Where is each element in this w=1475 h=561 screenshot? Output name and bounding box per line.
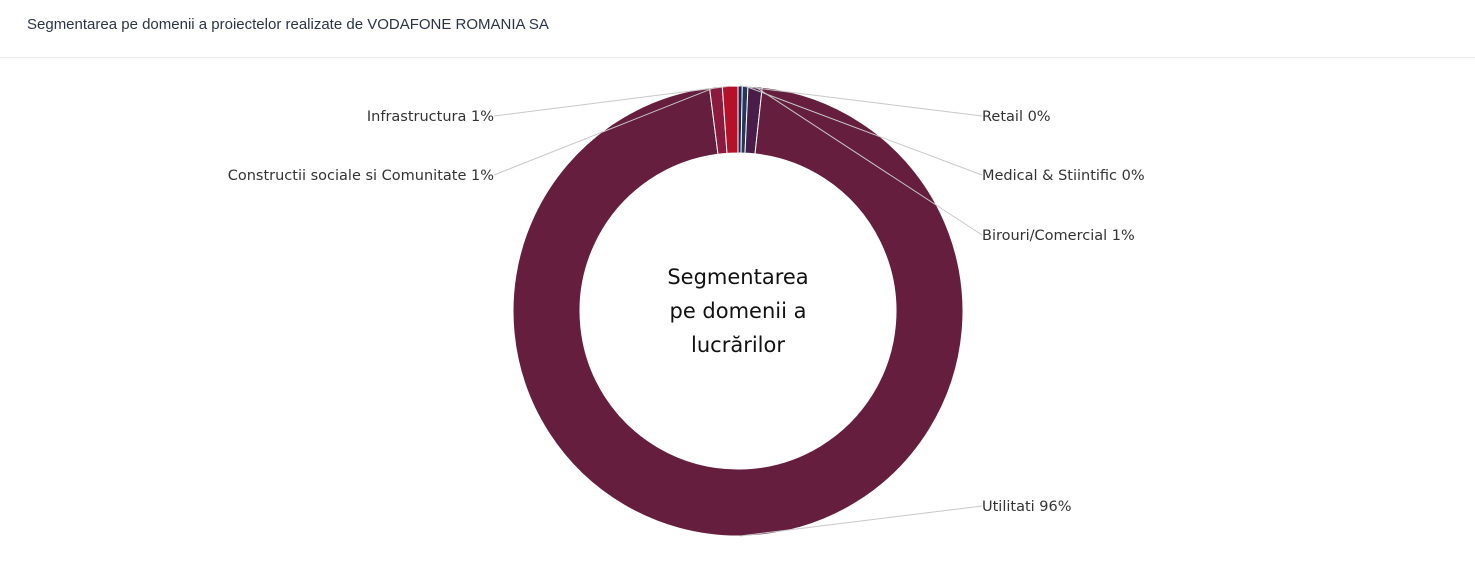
chart-title: Segmentarea pe domenii a proiectelor rea… [27, 16, 549, 33]
slice-label: Infrastructura 1% [367, 109, 494, 125]
slice-labels: Retail 0% Medical & Stiintific 0% Birouri/… [228, 109, 1145, 515]
center-text-line: pe domenii a [669, 299, 806, 323]
slice-utilitati[interactable] [512, 86, 964, 537]
center-text-line: lucrărilor [691, 333, 785, 357]
center-text-line: Segmentarea [667, 265, 808, 289]
leader-line [493, 85, 731, 117]
slice-label: Constructii sociale si Comunitate 1% [228, 168, 494, 184]
leader-line [740, 85, 983, 117]
leader-line [740, 505, 983, 537]
slice-label: Medical & Stiintific 0% [982, 168, 1145, 184]
leader-line [754, 86, 983, 236]
donut-chart: Retail 0% Medical & Stiintific 0% Birouri/… [228, 85, 1145, 537]
leader-lines [493, 85, 983, 537]
leader-line [744, 85, 983, 176]
chart-header: Segmentarea pe domenii a proiectelor rea… [0, 0, 1475, 58]
slice-label: Retail 0% [982, 109, 1051, 125]
center-text: Segmentarea pe domenii a lucrărilor [667, 265, 808, 357]
leader-line [493, 86, 717, 176]
slice-label: Birouri/Comercial 1% [982, 228, 1135, 244]
slice-label: Utilitati 96% [982, 499, 1072, 515]
donut-slices [512, 85, 964, 537]
